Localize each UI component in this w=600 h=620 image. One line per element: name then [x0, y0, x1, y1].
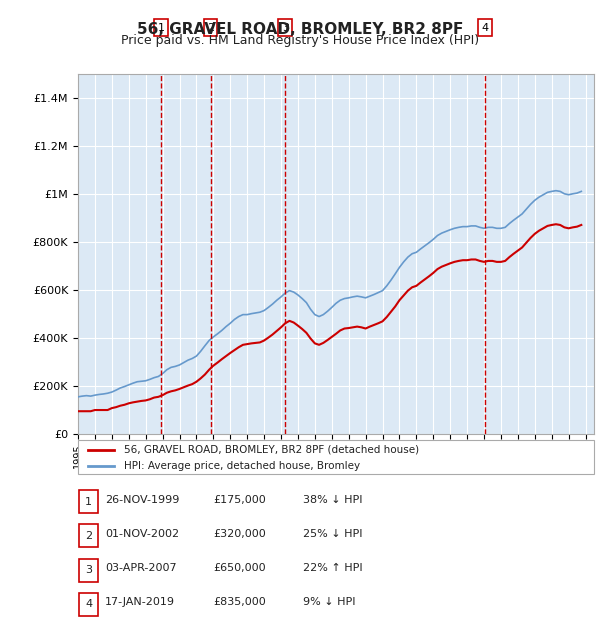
Text: 2: 2: [207, 23, 214, 33]
Text: 1: 1: [85, 497, 92, 507]
Text: 2: 2: [85, 531, 92, 541]
FancyBboxPatch shape: [79, 593, 98, 616]
Text: 03-APR-2007: 03-APR-2007: [105, 563, 176, 573]
Text: 38% ↓ HPI: 38% ↓ HPI: [303, 495, 362, 505]
Text: 17-JAN-2019: 17-JAN-2019: [105, 597, 175, 607]
Text: 56, GRAVEL ROAD, BROMLEY, BR2 8PF (detached house): 56, GRAVEL ROAD, BROMLEY, BR2 8PF (detac…: [124, 445, 419, 454]
Text: 3: 3: [85, 565, 92, 575]
Text: 4: 4: [481, 23, 488, 33]
Text: Price paid vs. HM Land Registry's House Price Index (HPI): Price paid vs. HM Land Registry's House …: [121, 34, 479, 47]
Text: 4: 4: [85, 599, 92, 609]
FancyBboxPatch shape: [79, 559, 98, 582]
Text: 56, GRAVEL ROAD, BROMLEY, BR2 8PF: 56, GRAVEL ROAD, BROMLEY, BR2 8PF: [137, 22, 463, 37]
Text: 26-NOV-1999: 26-NOV-1999: [105, 495, 179, 505]
Text: 22% ↑ HPI: 22% ↑ HPI: [303, 563, 362, 573]
FancyBboxPatch shape: [79, 490, 98, 513]
FancyBboxPatch shape: [79, 525, 98, 547]
FancyBboxPatch shape: [78, 440, 594, 474]
Text: 1: 1: [157, 23, 164, 33]
Text: 01-NOV-2002: 01-NOV-2002: [105, 529, 179, 539]
Text: 3: 3: [282, 23, 289, 33]
Text: 9% ↓ HPI: 9% ↓ HPI: [303, 597, 355, 607]
Text: 25% ↓ HPI: 25% ↓ HPI: [303, 529, 362, 539]
Text: £650,000: £650,000: [213, 563, 266, 573]
Text: £320,000: £320,000: [213, 529, 266, 539]
Text: £835,000: £835,000: [213, 597, 266, 607]
Text: £175,000: £175,000: [213, 495, 266, 505]
Text: HPI: Average price, detached house, Bromley: HPI: Average price, detached house, Brom…: [124, 461, 361, 471]
